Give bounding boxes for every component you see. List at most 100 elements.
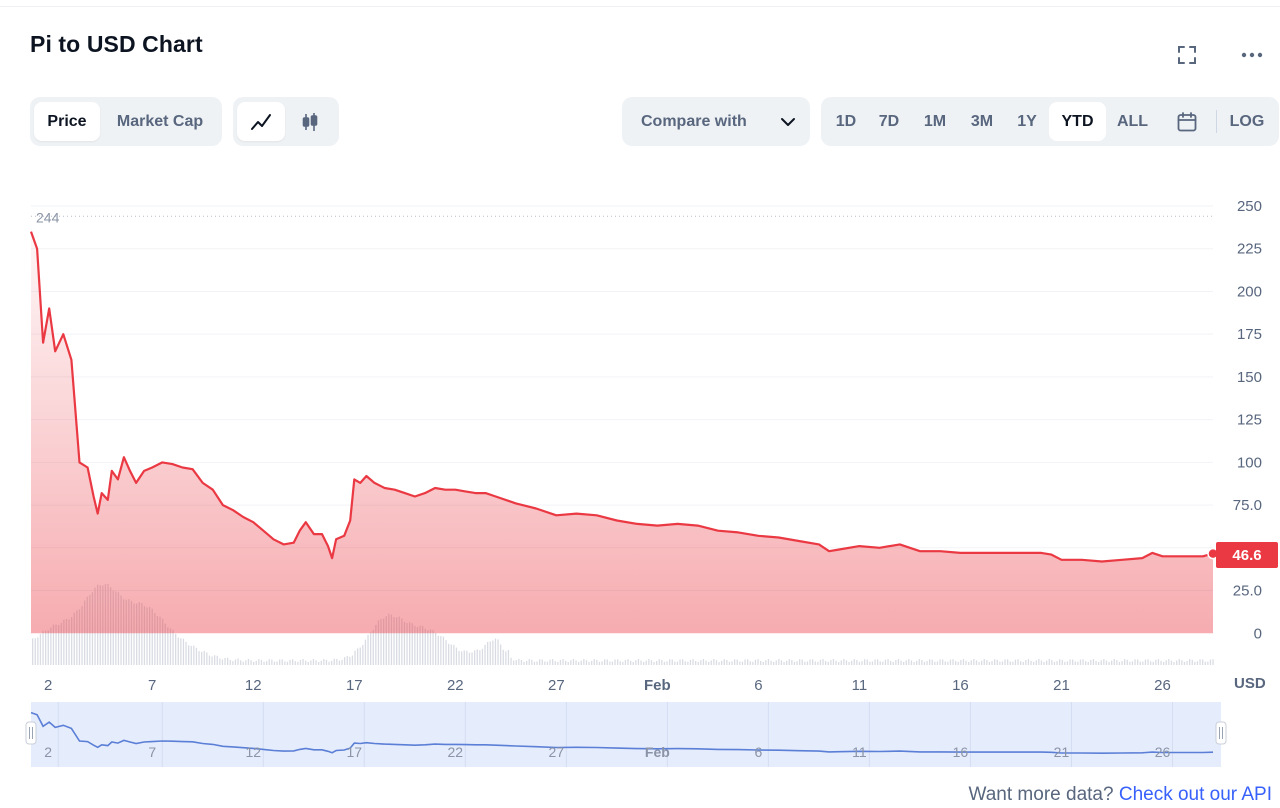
volume-bar (52, 624, 55, 665)
volume-bar (900, 660, 902, 665)
volume-bar (211, 656, 213, 665)
volume-bar (466, 650, 468, 665)
volume-bar (344, 657, 346, 665)
volume-bar (877, 659, 879, 665)
volume-bar (635, 660, 637, 665)
range-7d[interactable]: 7D (878, 112, 900, 130)
volume-bar (1111, 660, 1113, 665)
volume-bar (661, 659, 663, 665)
volume-bar (474, 650, 476, 665)
volume-bar (604, 659, 606, 665)
volume-bar (1064, 661, 1066, 665)
fullscreen-icon[interactable] (1172, 40, 1202, 70)
volume-bar (770, 660, 772, 665)
volume-bar (299, 660, 302, 665)
navigator-left-handle[interactable] (25, 721, 37, 745)
volume-bar (138, 602, 140, 665)
range-all[interactable]: ALL (1116, 112, 1149, 130)
volume-bar (796, 661, 798, 665)
tab-market-cap[interactable]: Market Cap (116, 112, 204, 130)
volume-bar (169, 628, 172, 665)
api-promo: Want more data? Check out our API (969, 784, 1272, 806)
volume-bar (1124, 659, 1126, 665)
volume-bar (1038, 659, 1040, 665)
volume-bar (570, 660, 572, 665)
volume-bar (541, 659, 543, 665)
volume-bar (377, 620, 380, 665)
line-chart-icon[interactable] (237, 102, 285, 141)
volume-bar (1105, 660, 1108, 665)
navigator-tick-label: 7 (148, 744, 156, 760)
volume-bar (936, 661, 939, 665)
volume-bar (198, 651, 200, 665)
volume-bar (866, 659, 868, 665)
volume-bar (471, 652, 473, 665)
volume-bar (1144, 659, 1147, 665)
volume-bar (637, 659, 640, 665)
volume-bar (260, 659, 263, 665)
api-link[interactable]: Check out our API (1118, 784, 1272, 805)
range-1m[interactable]: 1M (923, 112, 947, 130)
volume-bar (1085, 661, 1087, 665)
volume-bar (775, 660, 777, 665)
volume-bar (1077, 661, 1079, 665)
volume-bar (739, 661, 741, 665)
volume-bar (401, 618, 403, 665)
volume-bar (975, 660, 978, 665)
volume-bar (1170, 660, 1173, 665)
volume-bar (1082, 659, 1084, 665)
volume-bar (809, 659, 811, 665)
volume-bar (1001, 661, 1004, 665)
volume-bar (752, 661, 754, 665)
volume-bar (736, 659, 738, 665)
volume-bar (814, 661, 816, 665)
volume-bar (715, 660, 718, 665)
range-ytd[interactable]: YTD (1049, 102, 1106, 141)
volume-bar (749, 661, 751, 665)
range-1d[interactable]: 1D (835, 112, 857, 130)
volume-bar (731, 661, 733, 665)
volume-bar (1066, 661, 1069, 665)
volume-bar (1090, 659, 1092, 665)
volume-bar (799, 659, 801, 665)
volume-bar (760, 661, 762, 665)
volume-bar (78, 609, 81, 665)
volume-bar (562, 659, 564, 665)
volume-bar (81, 606, 83, 665)
volume-bar (383, 618, 385, 665)
volume-bar (879, 661, 881, 665)
volume-bar (520, 660, 523, 665)
log-toggle[interactable]: LOG (1229, 112, 1265, 130)
y-tick-label: 100 (1237, 454, 1262, 471)
volume-bar (219, 658, 221, 665)
compare-with-dropdown[interactable]: Compare with (622, 97, 810, 146)
candlestick-icon[interactable] (287, 102, 333, 141)
navigator-right-handle[interactable] (1215, 721, 1227, 745)
volume-bar (910, 660, 913, 665)
volume-bar (934, 661, 936, 665)
volume-bar (1100, 660, 1102, 665)
chevron-down-icon (781, 117, 795, 126)
price-line (29, 231, 1214, 563)
volume-bar (133, 603, 135, 665)
x-tick-label: 27 (548, 677, 565, 694)
volume-bar (741, 661, 744, 665)
more-horizontal-icon[interactable] (1237, 40, 1267, 70)
volume-bar (1139, 661, 1141, 665)
volume-bar (1092, 659, 1095, 665)
range-1y[interactable]: 1Y (1017, 112, 1037, 130)
volume-bar (1194, 661, 1196, 665)
volume-bar (804, 661, 806, 665)
range-divider (1216, 110, 1217, 133)
volume-bar (494, 638, 497, 665)
volume-bar (765, 660, 767, 665)
volume-bar (271, 659, 273, 665)
calendar-icon[interactable] (1165, 102, 1209, 141)
max-price-label: 244 (36, 209, 60, 225)
range-3m[interactable]: 3M (970, 112, 994, 130)
navigator-tick-label: 22 (448, 744, 464, 760)
volume-bar (1155, 659, 1157, 665)
tab-price[interactable]: Price (34, 102, 100, 141)
volume-bar (840, 660, 842, 665)
